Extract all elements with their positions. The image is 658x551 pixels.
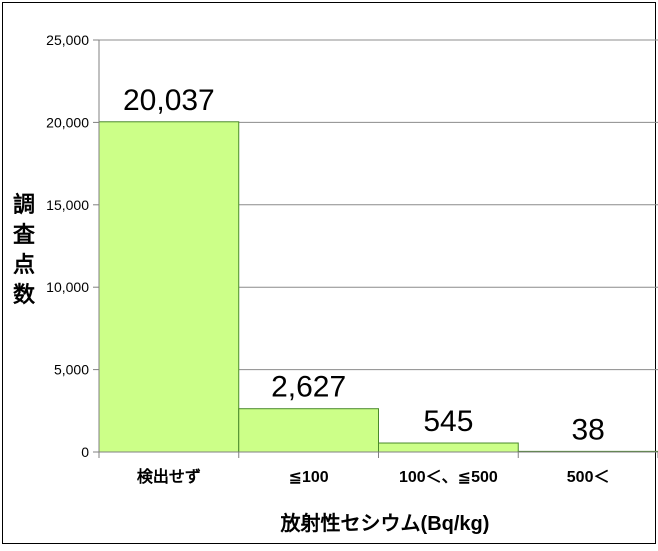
value-labels: 20,037 2,627 545 38 xyxy=(123,84,605,447)
y-axis-title-char: 査 xyxy=(13,222,36,247)
y-tick-label: 20,000 xyxy=(46,114,89,130)
bar xyxy=(238,408,379,453)
x-axis-title: 放射性セシウム(Bq/kg) xyxy=(280,511,490,535)
x-axis-tick-labels: 検出せず ≦100 100＜、≦500 500＜ xyxy=(137,467,610,486)
chart-border xyxy=(2,2,656,544)
axes xyxy=(98,40,658,458)
x-tick-label: 100＜、≦500 xyxy=(399,469,498,486)
y-axis-title-char: 点 xyxy=(13,252,35,277)
x-tick-label: 検出せず xyxy=(137,467,201,486)
y-tick-label: 10,000 xyxy=(46,279,89,295)
value-label: 20,037 xyxy=(123,84,215,117)
y-tick-label: 0 xyxy=(81,444,89,460)
value-label: 545 xyxy=(423,405,473,438)
y-axis-title-char: 数 xyxy=(13,282,36,307)
bar xyxy=(378,442,519,453)
value-label: 2,627 xyxy=(271,371,346,404)
x-tick-label: ≦100 xyxy=(289,469,329,486)
y-tick-label: 5,000 xyxy=(54,362,89,378)
y-axis-title-char: 調 xyxy=(13,192,35,217)
y-tick-label: 15,000 xyxy=(46,197,89,213)
y-tick-label: 25,000 xyxy=(46,32,89,48)
x-tick-label: 500＜ xyxy=(567,469,610,486)
value-label: 38 xyxy=(571,413,604,446)
bar xyxy=(98,121,240,453)
y-axis-ticks: 0 5,000 10,000 15,000 20,000 25,000 xyxy=(46,32,99,460)
